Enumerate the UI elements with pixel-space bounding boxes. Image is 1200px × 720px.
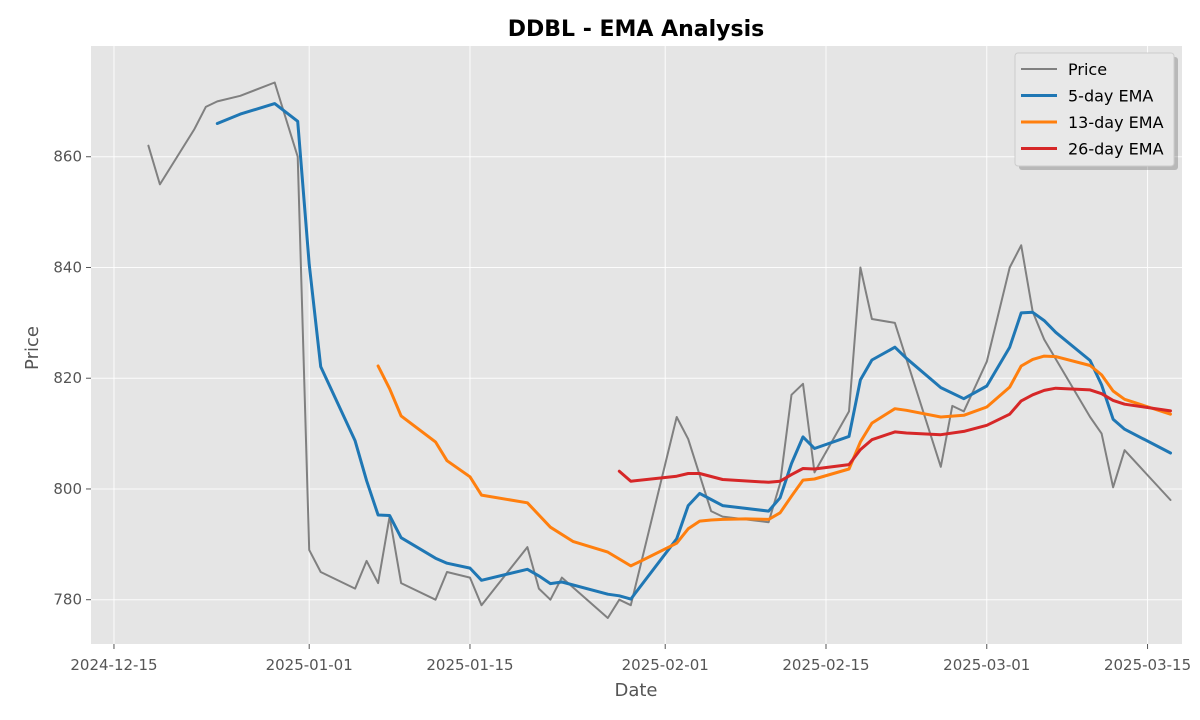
x-axis-ticks: 2024-12-15 2025-01-01 2025-01-15 2025-02-01… — [70, 644, 1191, 674]
x-tick-label: 2025-02-15 — [782, 656, 869, 674]
x-tick-label: 2025-03-01 — [943, 656, 1030, 674]
series-line-price — [147, 81, 1172, 619]
series-line-26-day-ema — [617, 386, 1172, 484]
y-tick-label: 800 — [53, 480, 82, 498]
series-line-5-day-ema — [215, 102, 1172, 601]
series-line-13-day-ema — [376, 354, 1172, 568]
x-tick-label: 2025-01-15 — [426, 656, 513, 674]
legend-box — [1014, 52, 1175, 167]
x-tick-label: 2025-03-15 — [1104, 656, 1191, 674]
y-tick-label: 840 — [53, 258, 82, 276]
legend-label-price: Price — [1068, 60, 1107, 79]
x-axis-label: Date — [614, 680, 657, 701]
chart-title: DDBL - EMA Analysis — [508, 17, 765, 42]
legend: Price 5-day EMA 13-day EMA 26-day EMA — [1014, 52, 1178, 170]
plot-area — [91, 46, 1182, 644]
x-tick-label: 2024-12-15 — [70, 656, 157, 674]
legend-label-13-day-ema: 13-day EMA — [1068, 113, 1164, 132]
grid-lines — [91, 46, 1182, 644]
x-tick-label: 2025-02-01 — [622, 656, 709, 674]
y-tick-label: 820 — [53, 369, 82, 387]
legend-label-5-day-ema: 5-day EMA — [1068, 87, 1153, 106]
y-axis-label: Price — [22, 326, 43, 370]
series-lines — [147, 81, 1172, 619]
x-tick-label: 2025-01-01 — [266, 656, 353, 674]
legend-label-26-day-ema: 26-day EMA — [1068, 140, 1164, 159]
y-axis-ticks: 780 800 820 840 860 — [53, 148, 91, 609]
y-tick-label: 860 — [53, 148, 82, 166]
y-tick-label: 780 — [53, 591, 82, 609]
legend-entries: Price 5-day EMA 13-day EMA 26-day EMA — [1021, 60, 1164, 159]
